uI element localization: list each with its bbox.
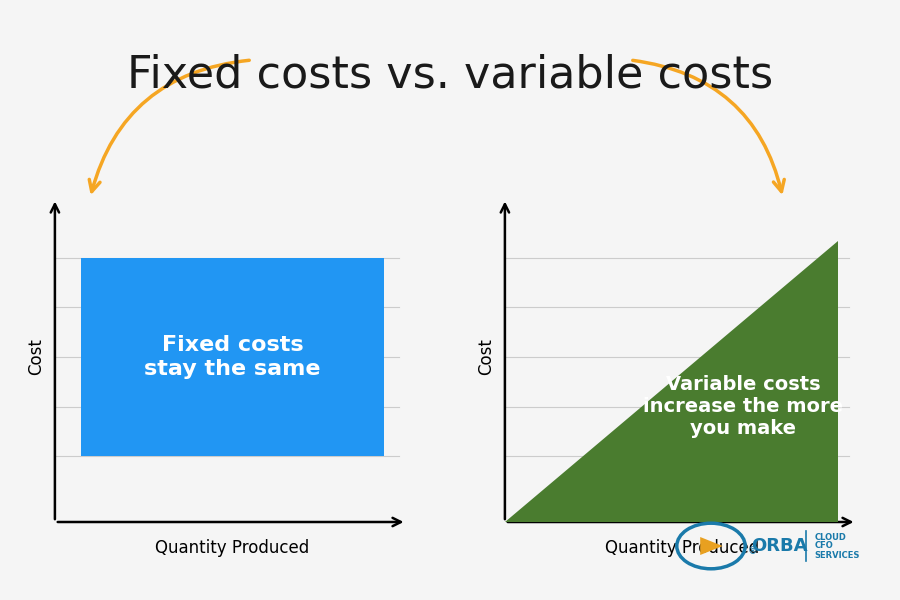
Text: Cost: Cost xyxy=(477,338,495,376)
Polygon shape xyxy=(700,537,723,555)
Text: Cost: Cost xyxy=(27,338,45,376)
Text: Variable costs
increase the more
you make: Variable costs increase the more you mak… xyxy=(643,375,843,438)
Text: CLOUD: CLOUD xyxy=(814,533,846,541)
Text: SERVICES: SERVICES xyxy=(814,551,860,559)
Text: Quantity Produced: Quantity Produced xyxy=(156,539,310,557)
Text: Quantity Produced: Quantity Produced xyxy=(606,539,760,557)
Text: Fixed costs
stay the same: Fixed costs stay the same xyxy=(144,335,320,379)
Text: Fixed costs vs. variable costs: Fixed costs vs. variable costs xyxy=(127,54,773,97)
Text: ORBA: ORBA xyxy=(752,537,808,555)
Text: CFO: CFO xyxy=(814,541,833,551)
Polygon shape xyxy=(505,241,838,522)
Text: ®: ® xyxy=(748,546,758,556)
FancyBboxPatch shape xyxy=(81,258,383,456)
